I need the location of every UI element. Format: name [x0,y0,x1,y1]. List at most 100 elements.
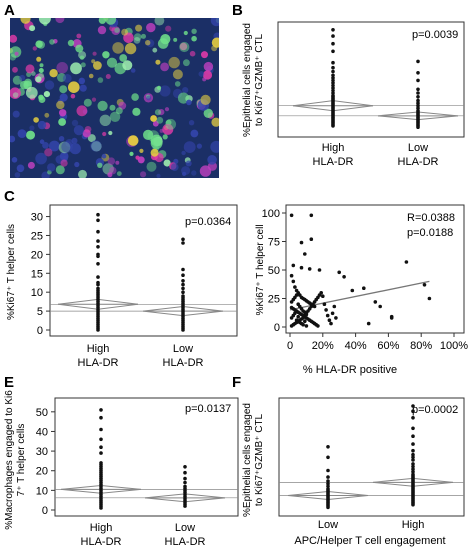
panel-d-point [309,213,314,218]
panel-d-point [322,302,327,307]
micrograph-cell [121,28,128,36]
panel-d-point [334,316,338,320]
micrograph-cell [146,95,152,101]
panel-c-point [96,229,100,234]
micrograph-cell [58,118,66,126]
micrograph-cell [20,18,31,24]
panel-f-point [411,426,415,431]
panel-b-point [416,78,420,83]
micrograph-cell [75,44,84,53]
panel-f-point [411,464,415,469]
panel-b-chart: %Epithelial cells engagedto Ki67⁺GZMB⁺ C… [242,21,465,168]
panel-b-ylabel: %Epithelial cells engagedto Ki67⁺GZMB⁺ C… [242,23,265,137]
panel-d-point [325,313,330,318]
micrograph-cell [17,129,27,139]
panel-e-ytick-label: 40 [36,426,48,438]
micrograph-cell [173,37,178,42]
micrograph-cell [47,163,56,172]
panel-e-point [183,476,187,481]
micrograph-cell [49,39,55,45]
micrograph-cell [156,85,162,90]
micrograph-cell [36,56,42,62]
panel-b-point [416,91,420,95]
panel-d-ytick-label: 100 [262,208,280,220]
micrograph-cell [191,35,197,42]
micrograph-cell [186,99,192,106]
micrograph-cell [56,62,68,74]
micrograph-cell [78,77,86,85]
panel-d-point [362,286,366,291]
micrograph-cell [98,18,107,24]
panel-b-cat-1: High HLA-DR [313,142,354,168]
panel-a: A [4,2,219,178]
micrograph-cell [140,171,147,178]
panel-label-f: F [232,374,241,391]
panel-b-point [331,73,335,78]
micrograph-cell [74,161,80,168]
micrograph-cell [91,97,97,102]
panel-f-point [326,505,330,510]
panel-b-point [331,28,335,32]
micrograph-cell [146,161,157,172]
micrograph-cell [191,170,197,176]
panel-f-cat-2: High [402,519,425,531]
micrograph-cell [55,165,65,175]
panel-b-point [331,41,335,46]
panel-e-pvalue: p=0.0137 [185,403,231,415]
micrograph-cell [172,69,183,80]
micrograph-cell [168,56,180,69]
panel-f-point [326,455,330,460]
panel-d-point [289,213,294,218]
micrograph-cell [97,77,104,83]
panel-e-ytick-label: 50 [36,407,48,419]
panel-c-point [181,282,185,287]
micrograph-cell [12,66,18,73]
micrograph-cell [179,42,188,51]
panel-d-ytick-label: 50 [268,265,280,277]
micrograph-cell [174,81,181,87]
micrograph-cell [25,86,38,99]
panel-d-point [301,322,305,327]
panel-d-point [299,265,304,270]
panel-d-xtick-label: 40% [345,340,367,352]
panel-d-point [330,311,335,316]
panel-d-point [289,273,294,278]
panel-c-ytick-label: 0 [37,325,43,337]
micrograph-cell [26,130,35,140]
micrograph-cell [84,125,92,133]
micrograph-cell [182,87,189,94]
micrograph-cell [156,173,161,178]
micrograph-cell [185,160,192,167]
micrograph-cell [97,162,103,168]
panel-b-point [331,81,335,85]
panel-b-point [416,106,420,110]
panel-e-point [99,506,103,510]
panel-d-point [303,319,307,324]
panel-c-cat-1: High HLA-DR [78,343,119,369]
micrograph-cell [19,74,26,81]
panel-e-point [183,465,187,469]
micrograph-cell [150,148,159,157]
micrograph-cell [135,24,143,32]
micrograph-cell [70,62,82,75]
micrograph-cell [162,123,174,135]
panel-f-point [411,404,415,408]
panel-b-point [331,34,335,38]
micrograph-cell [44,112,50,118]
panel-d-xtick-label: 100% [440,340,468,352]
panel-d-point [422,283,427,287]
panel-c-point [181,290,185,295]
micrograph-cell [146,22,156,33]
panel-d-point [296,314,301,319]
panel-c-ytick-label: 15 [31,268,43,280]
micrograph-cell [159,85,171,97]
micrograph-cell [79,84,87,92]
micrograph-cell [129,151,134,156]
panel-d-ylabel: %Ki67⁺ T helper cell [255,224,266,315]
panel-c-ytick-label: 20 [31,249,43,261]
micrograph-cell [119,54,128,62]
micrograph-cell [10,46,22,58]
panel-f-frame [278,397,465,517]
micrograph-cell [76,33,82,39]
micrograph-cell [182,171,187,176]
